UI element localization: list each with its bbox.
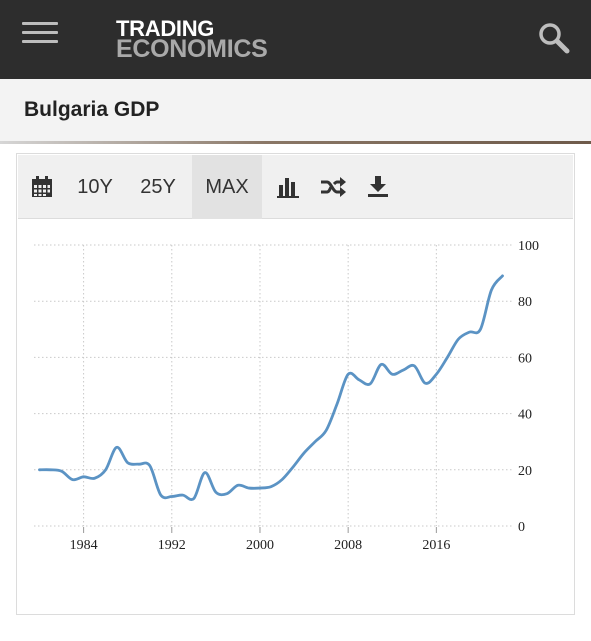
x-tick-label: 1992 bbox=[158, 538, 186, 553]
range-10y-button[interactable]: 10Y bbox=[77, 175, 113, 198]
gdp-series-line bbox=[38, 274, 504, 501]
chart-toolbar: 10Y 25Y MAX bbox=[18, 155, 573, 219]
x-tick-label: 2008 bbox=[334, 538, 362, 553]
range-max-button[interactable]: MAX bbox=[192, 155, 262, 219]
download-icon[interactable] bbox=[363, 155, 393, 219]
range-25y-button[interactable]: 25Y bbox=[140, 175, 176, 198]
logo-line-2: ECONOMICS bbox=[116, 35, 268, 63]
chart-card bbox=[16, 153, 575, 615]
y-tick-label: 20 bbox=[518, 464, 532, 479]
search-icon[interactable] bbox=[536, 20, 572, 56]
x-tick-label: 2016 bbox=[422, 538, 450, 553]
page-title: Bulgaria GDP bbox=[24, 98, 160, 121]
y-tick-label: 40 bbox=[518, 408, 532, 423]
calendar-icon[interactable] bbox=[20, 155, 64, 219]
logo-line-1: TRADING bbox=[116, 16, 215, 41]
y-tick-label: 0 bbox=[518, 520, 525, 535]
shuffle-compare-icon[interactable] bbox=[316, 155, 350, 219]
bar-chart-icon[interactable] bbox=[273, 155, 303, 219]
hamburger-menu-icon[interactable] bbox=[22, 20, 60, 46]
x-tick-label: 1984 bbox=[70, 538, 98, 553]
top-navigation-bar: TRADING ECONOMICS bbox=[0, 0, 591, 79]
x-tick-label: 2000 bbox=[246, 538, 274, 553]
y-tick-label: 80 bbox=[518, 295, 532, 310]
gdp-line-chart: 0 20 40 60 80 100 1984 1992 2000 2008 2016 bbox=[34, 239, 539, 553]
title-accent-divider bbox=[0, 141, 591, 144]
y-tick-label: 100 bbox=[518, 239, 539, 254]
y-tick-label: 60 bbox=[518, 351, 532, 366]
page-title-bar: Bulgaria GDP bbox=[0, 79, 591, 142]
trading-economics-logo[interactable]: TRADING ECONOMICS bbox=[116, 16, 268, 63]
